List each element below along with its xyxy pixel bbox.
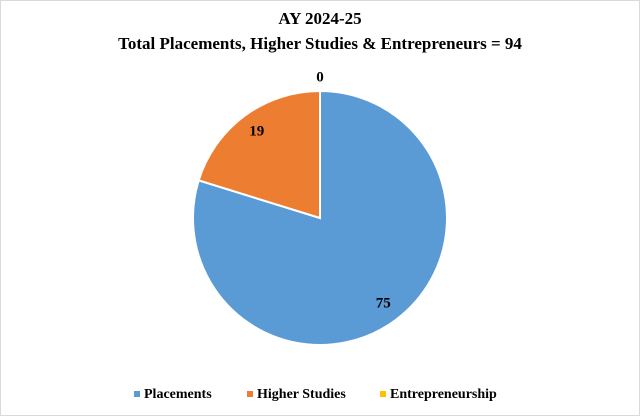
- pie-slice: [197, 89, 321, 220]
- legend-swatch: [380, 391, 386, 397]
- legend-label: Placements: [144, 387, 212, 402]
- legend-swatch: [247, 391, 253, 397]
- legend-swatch: [134, 391, 140, 397]
- data-label: 75: [376, 295, 391, 311]
- legend-label: Higher Studies: [257, 387, 346, 402]
- data-label: 19: [249, 124, 264, 140]
- chart-title: AY 2024-25: [278, 9, 361, 28]
- data-label: 0: [316, 69, 324, 85]
- legend-label: Entrepreneurship: [390, 387, 497, 402]
- chart-subtitle: Total Placements, Higher Studies & Entre…: [118, 34, 522, 53]
- pie-slice: [192, 89, 448, 346]
